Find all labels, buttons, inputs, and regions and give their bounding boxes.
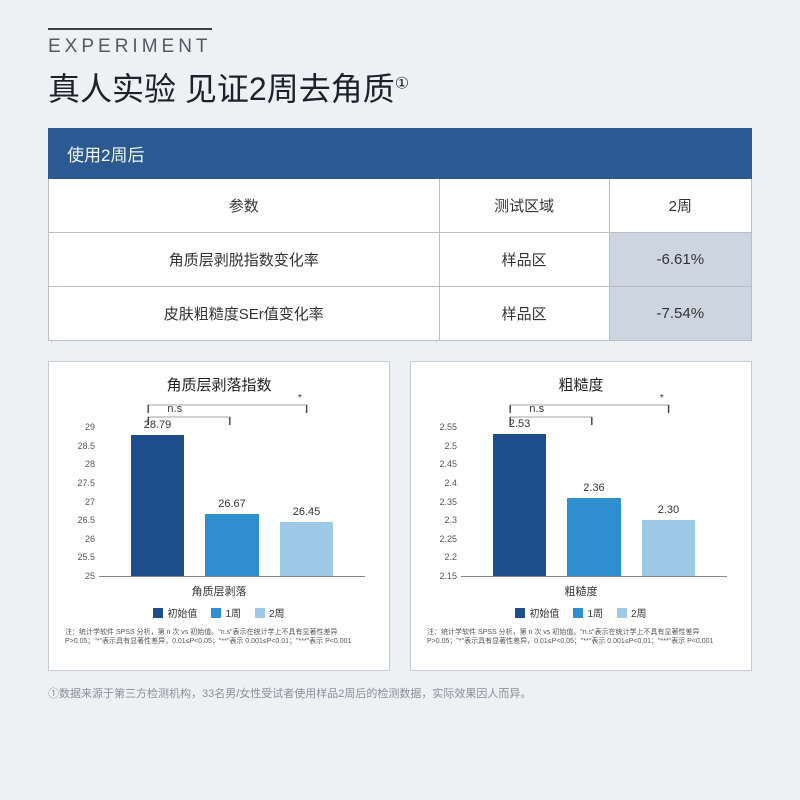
cell-area: 样品区 (439, 287, 609, 341)
star-label: * (660, 393, 664, 404)
cell-value: -7.54% (609, 287, 751, 341)
y-tick: 28 (65, 459, 95, 469)
legend-swatch (573, 608, 583, 618)
col-area: 测试区域 (439, 179, 609, 233)
bar-value-label: 26.45 (280, 506, 333, 518)
legend-label: 初始值 (167, 605, 197, 620)
table-banner: 使用2周后 (49, 129, 752, 179)
bar: 2.53 (493, 434, 546, 576)
legend-item: 初始值 (153, 605, 197, 620)
y-tick: 28.5 (65, 441, 95, 451)
headline: 真人实验 见证2周去角质① (48, 64, 752, 110)
legend-item: 2周 (617, 605, 647, 620)
plot-area-right: 2.152.22.252.32.352.42.452.52.552.532.36… (461, 427, 727, 577)
cell-value: -6.61% (609, 233, 751, 287)
legend-label: 1周 (587, 605, 603, 620)
headline-sup: ① (395, 75, 409, 92)
bar: 28.79 (131, 435, 184, 576)
y-tick: 27.5 (65, 478, 95, 488)
bar: 26.67 (205, 514, 258, 576)
col-2week: 2周 (609, 179, 751, 233)
y-tick: 29 (65, 422, 95, 432)
y-tick: 26.5 (65, 515, 95, 525)
col-param: 参数 (49, 179, 440, 233)
plot-area-left: 2525.52626.52727.52828.52928.7926.6726.4… (99, 427, 365, 577)
legend-swatch (153, 608, 163, 618)
legend-item: 1周 (211, 605, 241, 620)
x-axis-label: 角质层剥落 (65, 583, 373, 599)
results-table: 使用2周后 参数 测试区域 2周 角质层剥脱指数变化率 样品区 -6.61% 皮… (48, 128, 752, 341)
cell-param: 皮肤粗糙度SEr值变化率 (49, 287, 440, 341)
y-tick: 27 (65, 497, 95, 507)
x-axis-label: 粗糙度 (427, 583, 735, 599)
bar-value-label: 2.53 (493, 418, 546, 430)
chart-title: 粗糙度 (427, 374, 735, 395)
legend-item: 初始值 (515, 605, 559, 620)
bar-value-label: 2.36 (567, 482, 620, 494)
legend-swatch (211, 608, 221, 618)
legend-swatch (255, 608, 265, 618)
y-tick: 2.55 (427, 422, 457, 432)
headline-text: 真人实验 见证2周去角质 (48, 71, 395, 107)
table-header-row: 参数 测试区域 2周 (49, 179, 752, 233)
legend-item: 2周 (255, 605, 285, 620)
star-label: * (298, 393, 302, 404)
charts-row: 角质层剥落指数 n.s * 25 25.5 26 26.5 27 27.5 28 28.5 29… (48, 361, 752, 671)
legend-label: 初始值 (529, 605, 559, 620)
bar: 2.36 (567, 498, 620, 576)
y-tick: 26 (65, 534, 95, 544)
legend-label: 1周 (225, 605, 241, 620)
bar-value-label: 26.67 (205, 498, 258, 510)
y-tick: 2.4 (427, 478, 457, 488)
y-tick: 25 (65, 571, 95, 581)
y-tick: 2.45 (427, 459, 457, 469)
ns-label: n.s (529, 403, 544, 415)
bar: 26.45 (280, 522, 333, 576)
legend: 初始值 1周 2周 (65, 605, 373, 620)
chart-footnote: 注：统计学软件 SPSS 分析，第 n 次 vs 初始值。"n.s"表示在统计学… (65, 628, 373, 646)
chart-title: 角质层剥落指数 (65, 374, 373, 395)
ns-label: n.s (167, 403, 182, 415)
legend-item: 1周 (573, 605, 603, 620)
y-tick: 2.35 (427, 497, 457, 507)
y-tick: 2.3 (427, 515, 457, 525)
bar-value-label: 2.30 (642, 504, 695, 516)
chart-left: 角质层剥落指数 n.s * 25 25.5 26 26.5 27 27.5 28 28.5 29… (48, 361, 390, 671)
table-row: 角质层剥脱指数变化率 样品区 -6.61% (49, 233, 752, 287)
chart-footnote: 注：统计学软件 SPSS 分析，第 n 次 vs 初始值。"n.s"表示在统计学… (427, 628, 735, 646)
legend-label: 2周 (269, 605, 285, 620)
legend: 初始值 1周 2周 (427, 605, 735, 620)
legend-swatch (617, 608, 627, 618)
cell-area: 样品区 (439, 233, 609, 287)
bar-value-label: 28.79 (131, 419, 184, 431)
y-tick: 2.15 (427, 571, 457, 581)
table-row: 皮肤粗糙度SEr值变化率 样品区 -7.54% (49, 287, 752, 341)
cell-param: 角质层剥脱指数变化率 (49, 233, 440, 287)
y-tick: 2.5 (427, 441, 457, 451)
chart-right: 粗糙度 n.s * 2.15 2.2 2.25 2.3 2.35 2.4 2.45 2.5 2.… (410, 361, 752, 671)
eyebrow: EXPERIMENT (48, 28, 212, 58)
page-footnote: ①数据来源于第三方检测机构，33名男/女性受试者使用样品2周后的检测数据，实际效… (48, 685, 752, 701)
y-tick: 2.2 (427, 552, 457, 562)
legend-label: 2周 (631, 605, 647, 620)
y-tick: 25.5 (65, 552, 95, 562)
bar: 2.30 (642, 520, 695, 576)
legend-swatch (515, 608, 525, 618)
y-tick: 2.25 (427, 534, 457, 544)
